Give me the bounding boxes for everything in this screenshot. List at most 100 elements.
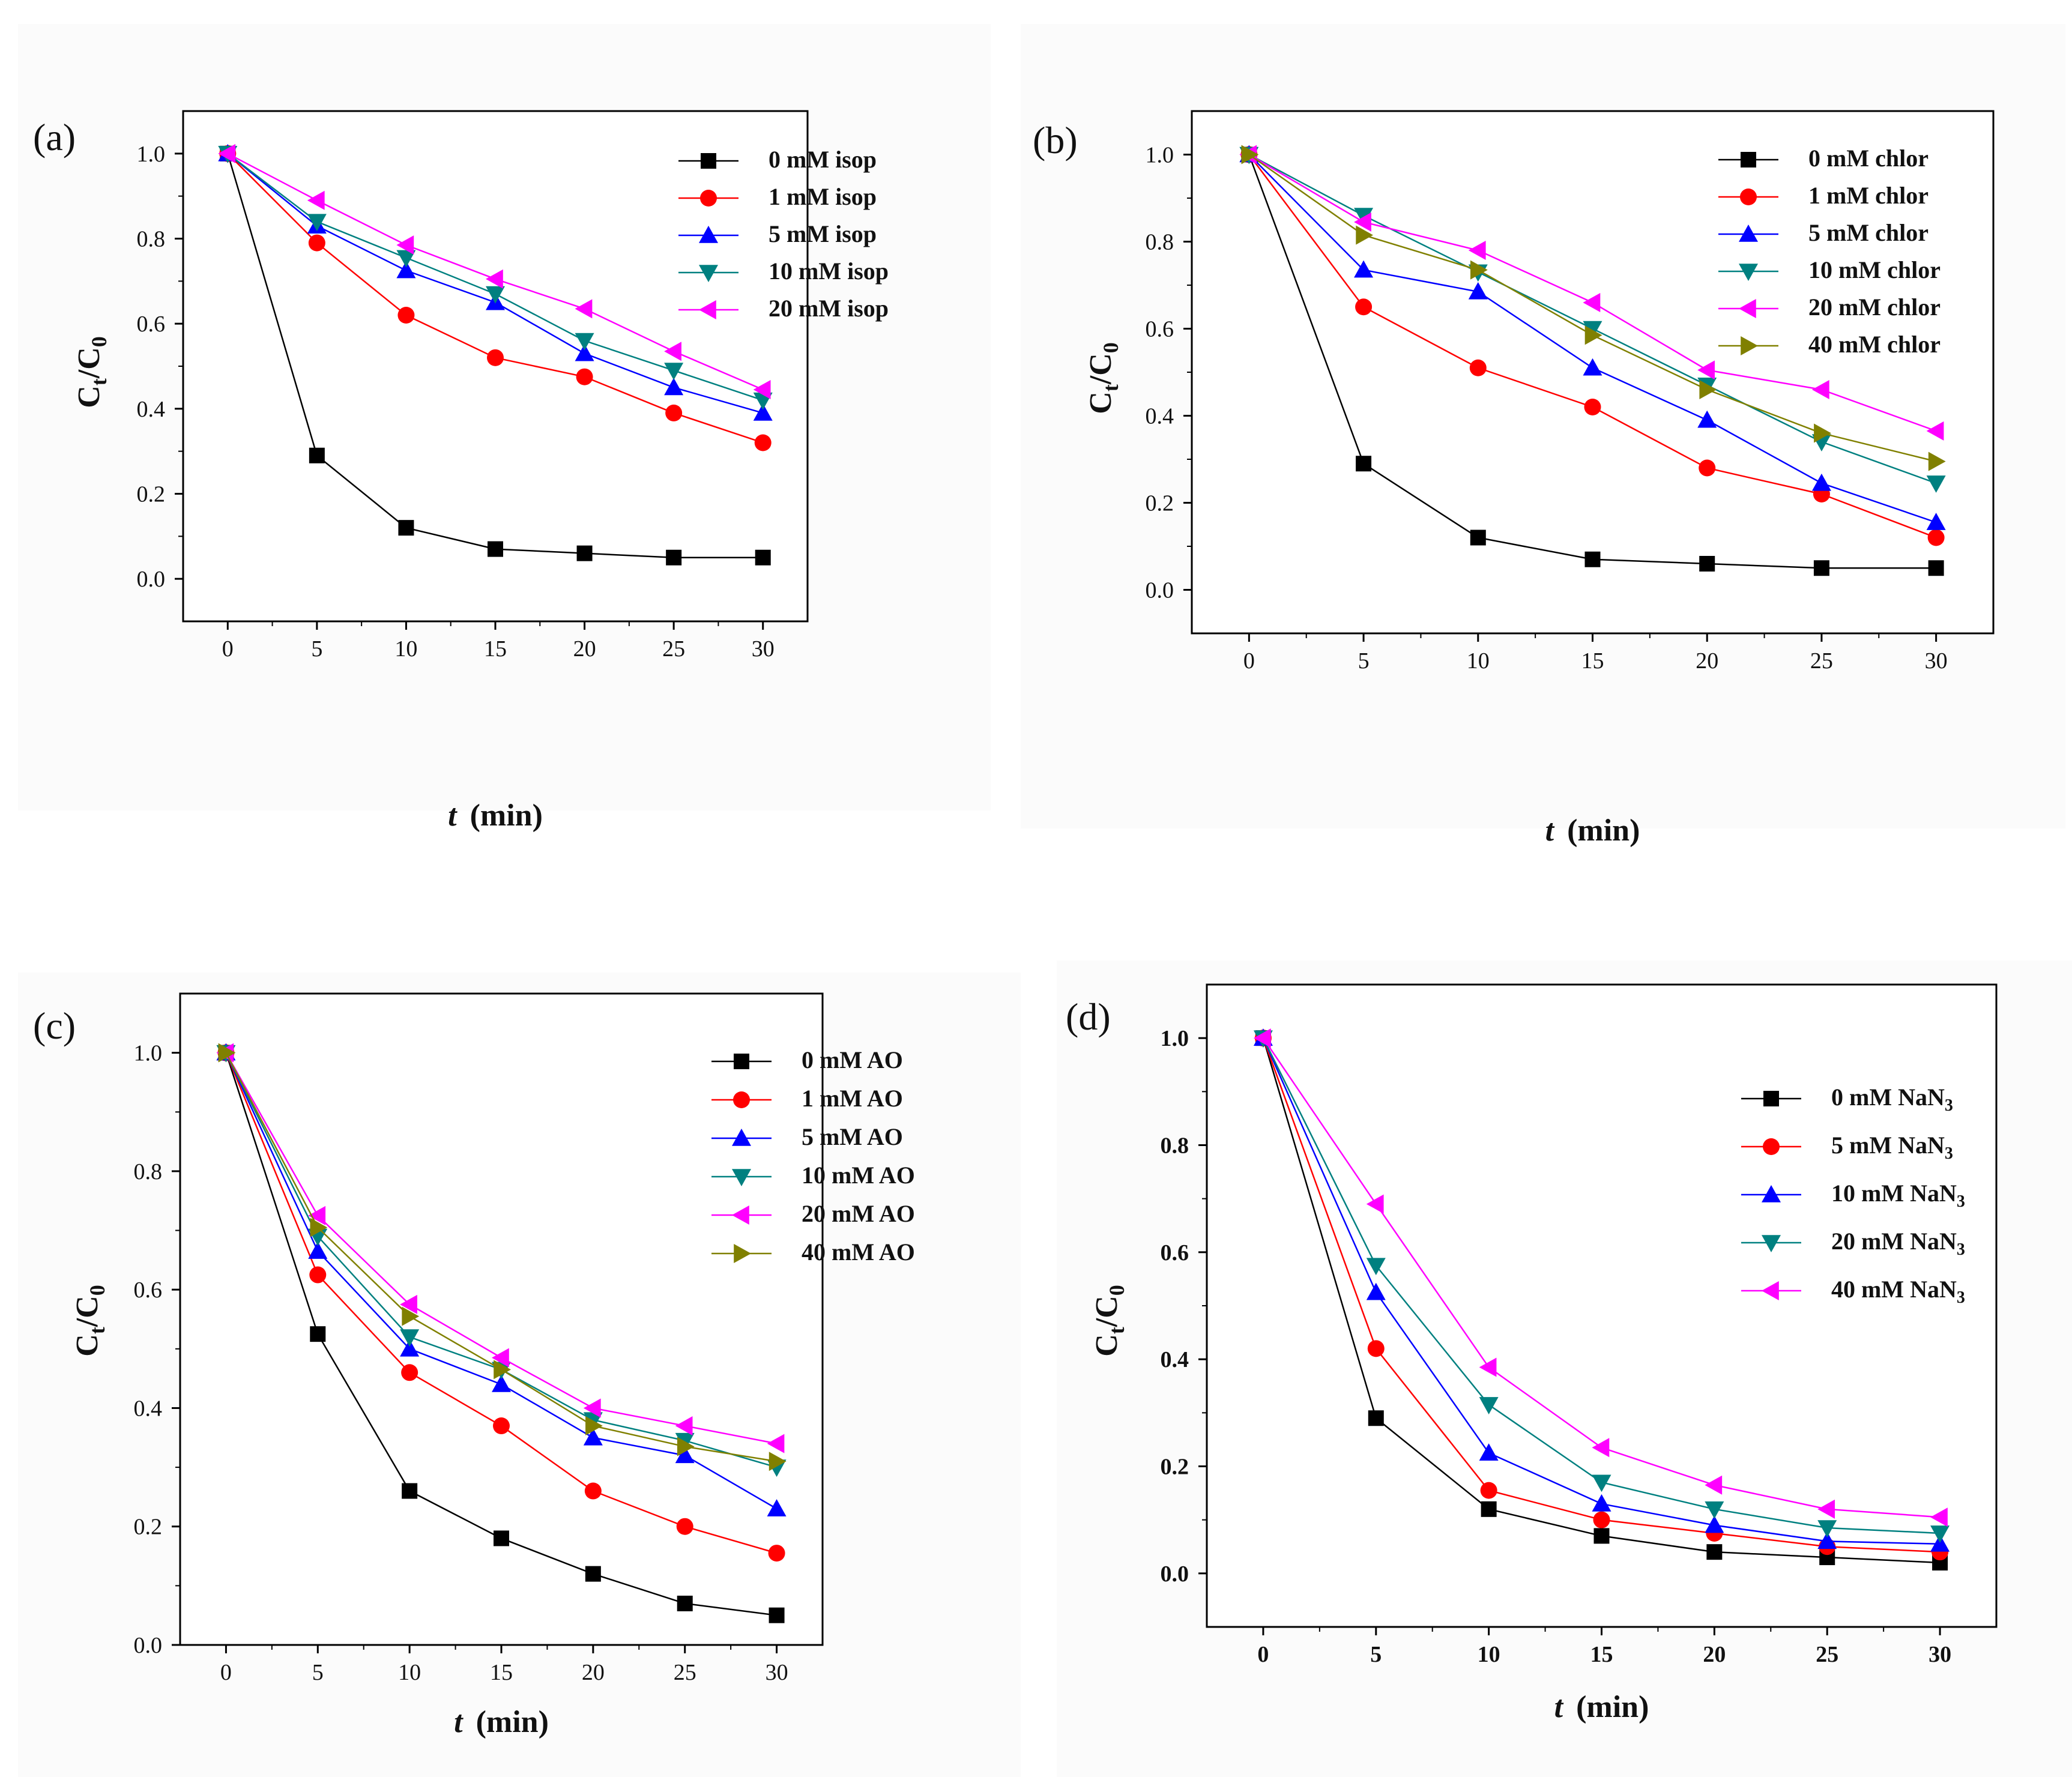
x-tick-label: 0 bbox=[1257, 1642, 1269, 1667]
data-point bbox=[396, 235, 414, 255]
legend-label: 0 mM NaN3 bbox=[1831, 1084, 1953, 1115]
data-point bbox=[1930, 1525, 1950, 1543]
data-point bbox=[1479, 1397, 1499, 1414]
x-tick-label: 0 bbox=[222, 636, 234, 662]
data-point bbox=[575, 333, 594, 351]
data-point bbox=[1697, 410, 1717, 428]
data-point bbox=[675, 1446, 695, 1464]
panel-label: (b) bbox=[1033, 119, 1078, 161]
y-tick-label: 1.0 bbox=[134, 1041, 163, 1066]
data-point bbox=[1926, 421, 1944, 441]
y-tick-label: 0.8 bbox=[1146, 230, 1174, 255]
legend-marker bbox=[700, 190, 717, 207]
y-tick-label: 1.0 bbox=[1146, 143, 1174, 168]
x-tick-label: 5 bbox=[1358, 648, 1370, 674]
legend-label: 5 mM isop bbox=[769, 220, 877, 247]
data-point bbox=[666, 549, 682, 566]
x-tick-label: 15 bbox=[490, 1660, 513, 1685]
data-point bbox=[308, 1241, 328, 1259]
data-point bbox=[1927, 529, 1945, 546]
y-tick-label: 0.6 bbox=[134, 1278, 163, 1303]
x-tick-label: 20 bbox=[1696, 648, 1718, 674]
x-tick-label: 5 bbox=[311, 636, 322, 662]
data-point bbox=[664, 363, 684, 381]
data-point bbox=[1705, 1475, 1723, 1495]
data-point bbox=[1470, 260, 1488, 280]
data-point bbox=[1592, 1474, 1611, 1492]
legend-marker bbox=[733, 1091, 750, 1108]
data-point bbox=[755, 549, 771, 566]
x-axis-title: t (min) bbox=[1554, 1690, 1649, 1724]
x-tick-label: 30 bbox=[1929, 1642, 1951, 1667]
y-tick-label: 0.2 bbox=[134, 1515, 163, 1540]
x-tick-label: 0 bbox=[220, 1660, 232, 1685]
x-axis-title: t (min) bbox=[448, 798, 543, 833]
y-tick-label: 0.4 bbox=[1161, 1347, 1189, 1372]
data-point bbox=[1354, 208, 1374, 225]
data-point bbox=[753, 379, 771, 399]
legend-marker bbox=[699, 226, 718, 243]
plot-frame bbox=[179, 992, 824, 1646]
data-point bbox=[575, 299, 593, 319]
data-point bbox=[1593, 1528, 1610, 1544]
data-point bbox=[677, 1595, 693, 1611]
x-tick-label: 5 bbox=[1370, 1642, 1382, 1667]
data-point bbox=[309, 447, 325, 463]
legend-marker bbox=[732, 1205, 749, 1225]
legend-label: 20 mM chlor bbox=[1808, 294, 1941, 321]
y-tick-label: 0.0 bbox=[137, 567, 166, 592]
legend-label: 40 mM NaN3 bbox=[1831, 1276, 1965, 1307]
data-point bbox=[396, 261, 416, 279]
legend-marker bbox=[1739, 299, 1756, 318]
data-point bbox=[1814, 423, 1831, 443]
data-point bbox=[584, 1482, 602, 1500]
data-point bbox=[1813, 560, 1829, 576]
x-tick-label: 20 bbox=[573, 636, 596, 662]
data-point bbox=[400, 1294, 417, 1314]
legend-marker bbox=[699, 300, 716, 319]
data-point bbox=[675, 1416, 693, 1436]
x-tick-label: 10 bbox=[398, 1660, 421, 1685]
x-tick-label: 15 bbox=[1581, 648, 1604, 674]
data-point bbox=[676, 1518, 693, 1535]
x-tick-label: 25 bbox=[1810, 648, 1833, 674]
y-tick-label: 1.0 bbox=[137, 142, 166, 167]
data-point bbox=[1926, 475, 1946, 493]
data-point bbox=[1366, 1258, 1386, 1276]
data-point bbox=[1481, 1501, 1497, 1517]
panel-label: (a) bbox=[33, 116, 76, 158]
data-point bbox=[583, 1398, 601, 1418]
data-point bbox=[308, 234, 325, 252]
data-point bbox=[1356, 456, 1372, 472]
data-point bbox=[486, 286, 505, 304]
data-point bbox=[665, 404, 683, 421]
legend-label: 0 mM chlor bbox=[1808, 145, 1929, 172]
legend-label: 5 mM NaN3 bbox=[1831, 1132, 1953, 1163]
series-1-mm-isop bbox=[219, 145, 772, 451]
x-axis-title: t (min) bbox=[1545, 813, 1640, 848]
data-point bbox=[492, 1348, 509, 1368]
legend-label: 0 mM isop bbox=[769, 146, 877, 173]
y-axis-title: Ct/C0 bbox=[1090, 1285, 1129, 1357]
series-0-mm-chlor bbox=[1241, 146, 1944, 576]
x-axis-title: t (min) bbox=[454, 1705, 549, 1739]
legend: 0 mM AO 1 mM AO 5 mM AO 10 mM AO 20 mM AO 40 … bbox=[711, 1046, 915, 1266]
x-tick-label: 25 bbox=[674, 1660, 696, 1685]
legend-marker bbox=[1740, 189, 1757, 205]
data-point bbox=[664, 342, 681, 361]
data-point bbox=[754, 434, 772, 451]
data-point bbox=[309, 1266, 327, 1284]
y-tick-label: 0.8 bbox=[137, 227, 166, 252]
data-point bbox=[1817, 1499, 1835, 1519]
data-point bbox=[1817, 1520, 1837, 1538]
data-point bbox=[1470, 529, 1486, 546]
data-point bbox=[396, 250, 416, 268]
data-point bbox=[1705, 1501, 1724, 1519]
data-point bbox=[1817, 1531, 1837, 1549]
x-tick-label: 5 bbox=[312, 1660, 324, 1685]
series-20-mm-nan3 bbox=[1253, 1030, 1950, 1543]
data-point bbox=[1699, 459, 1716, 477]
data-point bbox=[402, 1483, 418, 1499]
y-tick-label: 0.2 bbox=[1161, 1455, 1189, 1480]
